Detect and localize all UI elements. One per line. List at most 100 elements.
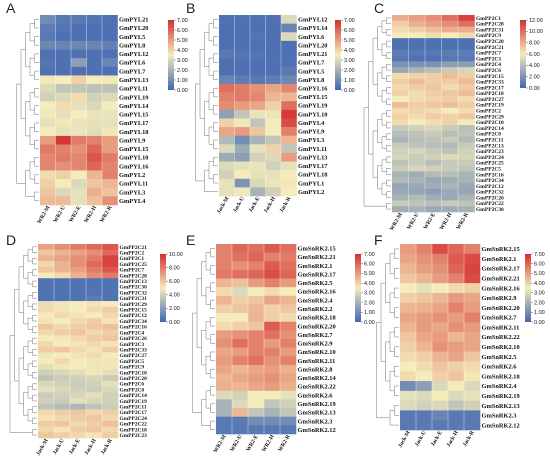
heatmap-cell (264, 382, 281, 392)
heatmap-cell (54, 398, 71, 405)
heatmap-cell (464, 390, 481, 401)
heatmap-cell (392, 49, 409, 56)
heatmap-cell (392, 38, 409, 45)
heatmap-cell (441, 113, 459, 120)
heatmap-cell (441, 61, 459, 68)
heatmap-cell (425, 159, 442, 166)
scale-tick-label: 1.00 (364, 310, 375, 316)
heatmap-cell (392, 96, 409, 103)
row-label: GmPYL7 (119, 68, 146, 75)
heatmap-cell (458, 148, 475, 155)
row-label: GmPYL20 (119, 25, 148, 32)
row-label: GmSnRK2.5 (482, 354, 517, 361)
heatmap-cell (280, 390, 297, 400)
row-label: GmPP2C3 (120, 342, 145, 348)
heatmap-cell (458, 43, 475, 51)
row-label: GmPP2C11 (120, 405, 147, 411)
heatmap-cell (216, 390, 233, 400)
heatmap-cell (38, 352, 55, 359)
heatmap-cell (416, 263, 433, 274)
heatmap-cell (40, 66, 56, 76)
row-label: GmPP2C17 (476, 85, 504, 91)
heatmap-cell (464, 400, 481, 411)
heatmap-cell (232, 304, 249, 314)
scale-tick-label: 0.00 (364, 320, 375, 326)
column-label: WR2-M (213, 433, 228, 454)
row-label: GmPP2C28 (120, 273, 148, 279)
heatmap-cell (416, 244, 433, 255)
heatmap-cell (281, 83, 297, 93)
heatmap-cell (264, 295, 281, 305)
heatmap-cell (102, 101, 118, 111)
heatmap-cell (408, 154, 426, 161)
heatmap-cell (234, 101, 251, 111)
column-label: Jack-U (414, 430, 428, 448)
column-label: WR2-M (389, 211, 404, 232)
scale-tick-label: 2.00 (169, 306, 180, 312)
heatmap-cell (219, 170, 235, 180)
heatmap-cell (54, 261, 71, 268)
heatmap-cell (219, 144, 235, 154)
heatmap-cell (425, 125, 442, 132)
heatmap-cell (71, 92, 87, 102)
row-label: GmPYL19 (119, 94, 148, 101)
heatmap-cell (425, 183, 442, 190)
heatmap-cell (71, 153, 87, 163)
heatmap-cell (400, 341, 417, 352)
row-label: GmPYL2 (119, 172, 145, 179)
row-label: GmPP2C18 (476, 91, 504, 97)
heatmap-cell (250, 49, 266, 59)
heatmap-cell (70, 278, 87, 285)
row-label: GmPP2C6 (120, 382, 145, 388)
column-label: Jack-E (248, 196, 262, 214)
row-dendrogram (192, 248, 215, 430)
heatmap-cell (392, 183, 409, 190)
heatmap-cell (86, 392, 103, 399)
heatmap-cell (416, 390, 433, 401)
row-label: GmSnRK2.6 (482, 364, 518, 371)
heatmap-cell (216, 244, 233, 253)
scale-tick-label: 3.00 (534, 291, 545, 297)
heatmap-cell (102, 375, 119, 382)
row-label: GmPYL8 (119, 42, 145, 49)
heatmap-cell (416, 361, 433, 372)
scale-tick-label: 10.00 (529, 29, 543, 35)
column-label: WR2-R (277, 433, 292, 453)
heatmap-cell (441, 125, 459, 132)
heatmap-cell (392, 194, 409, 201)
heatmap-cell (425, 67, 442, 74)
column-label: WR2-H (439, 211, 454, 231)
heatmap-cell (441, 130, 459, 137)
column-label: Jack-M (35, 437, 50, 456)
heatmap-cell (425, 43, 442, 51)
row-label: GmSnRK2.15 (298, 246, 336, 253)
heatmap-cell (102, 358, 119, 365)
heatmap-cell (71, 101, 87, 111)
heatmap-cell (232, 244, 249, 253)
heatmap-cell (280, 269, 297, 279)
heatmap-cell (102, 301, 119, 308)
column-label: Jack-M (397, 429, 412, 448)
heatmap-cell (425, 32, 442, 39)
scale-tick-label: 5.00 (364, 271, 375, 277)
heatmap-cell (458, 38, 475, 45)
heatmap-panel-f: F GmSnRK2.15 GmSnRK2.1 GmSnRK2.17 GmSnRK2.21… (374, 232, 545, 449)
heatmap-cell (264, 261, 281, 271)
row-labels: GmPYL21GmPYL20GmPYL5GmPYL8GmPYL12GmPYL6G… (119, 17, 149, 205)
heatmap-cell (425, 101, 442, 108)
heatmap-cell (458, 171, 475, 178)
heatmap-cell (425, 177, 442, 184)
heatmap-cell (70, 426, 87, 433)
row-label: GmPP2C31 (476, 27, 504, 33)
heatmap-cell (70, 312, 87, 319)
heatmap-cell (86, 261, 103, 268)
heatmap-cell (281, 161, 297, 171)
heatmap-cell (458, 177, 475, 184)
heatmap-cell (219, 101, 235, 111)
heatmap-cell (392, 130, 409, 137)
row-label: GmPP2C14 (120, 393, 148, 399)
heatmap-cell (281, 109, 297, 119)
heatmap-cell (392, 159, 409, 166)
row-label: GmSnRK2.2 (298, 306, 333, 313)
heatmap-cell (425, 26, 442, 33)
